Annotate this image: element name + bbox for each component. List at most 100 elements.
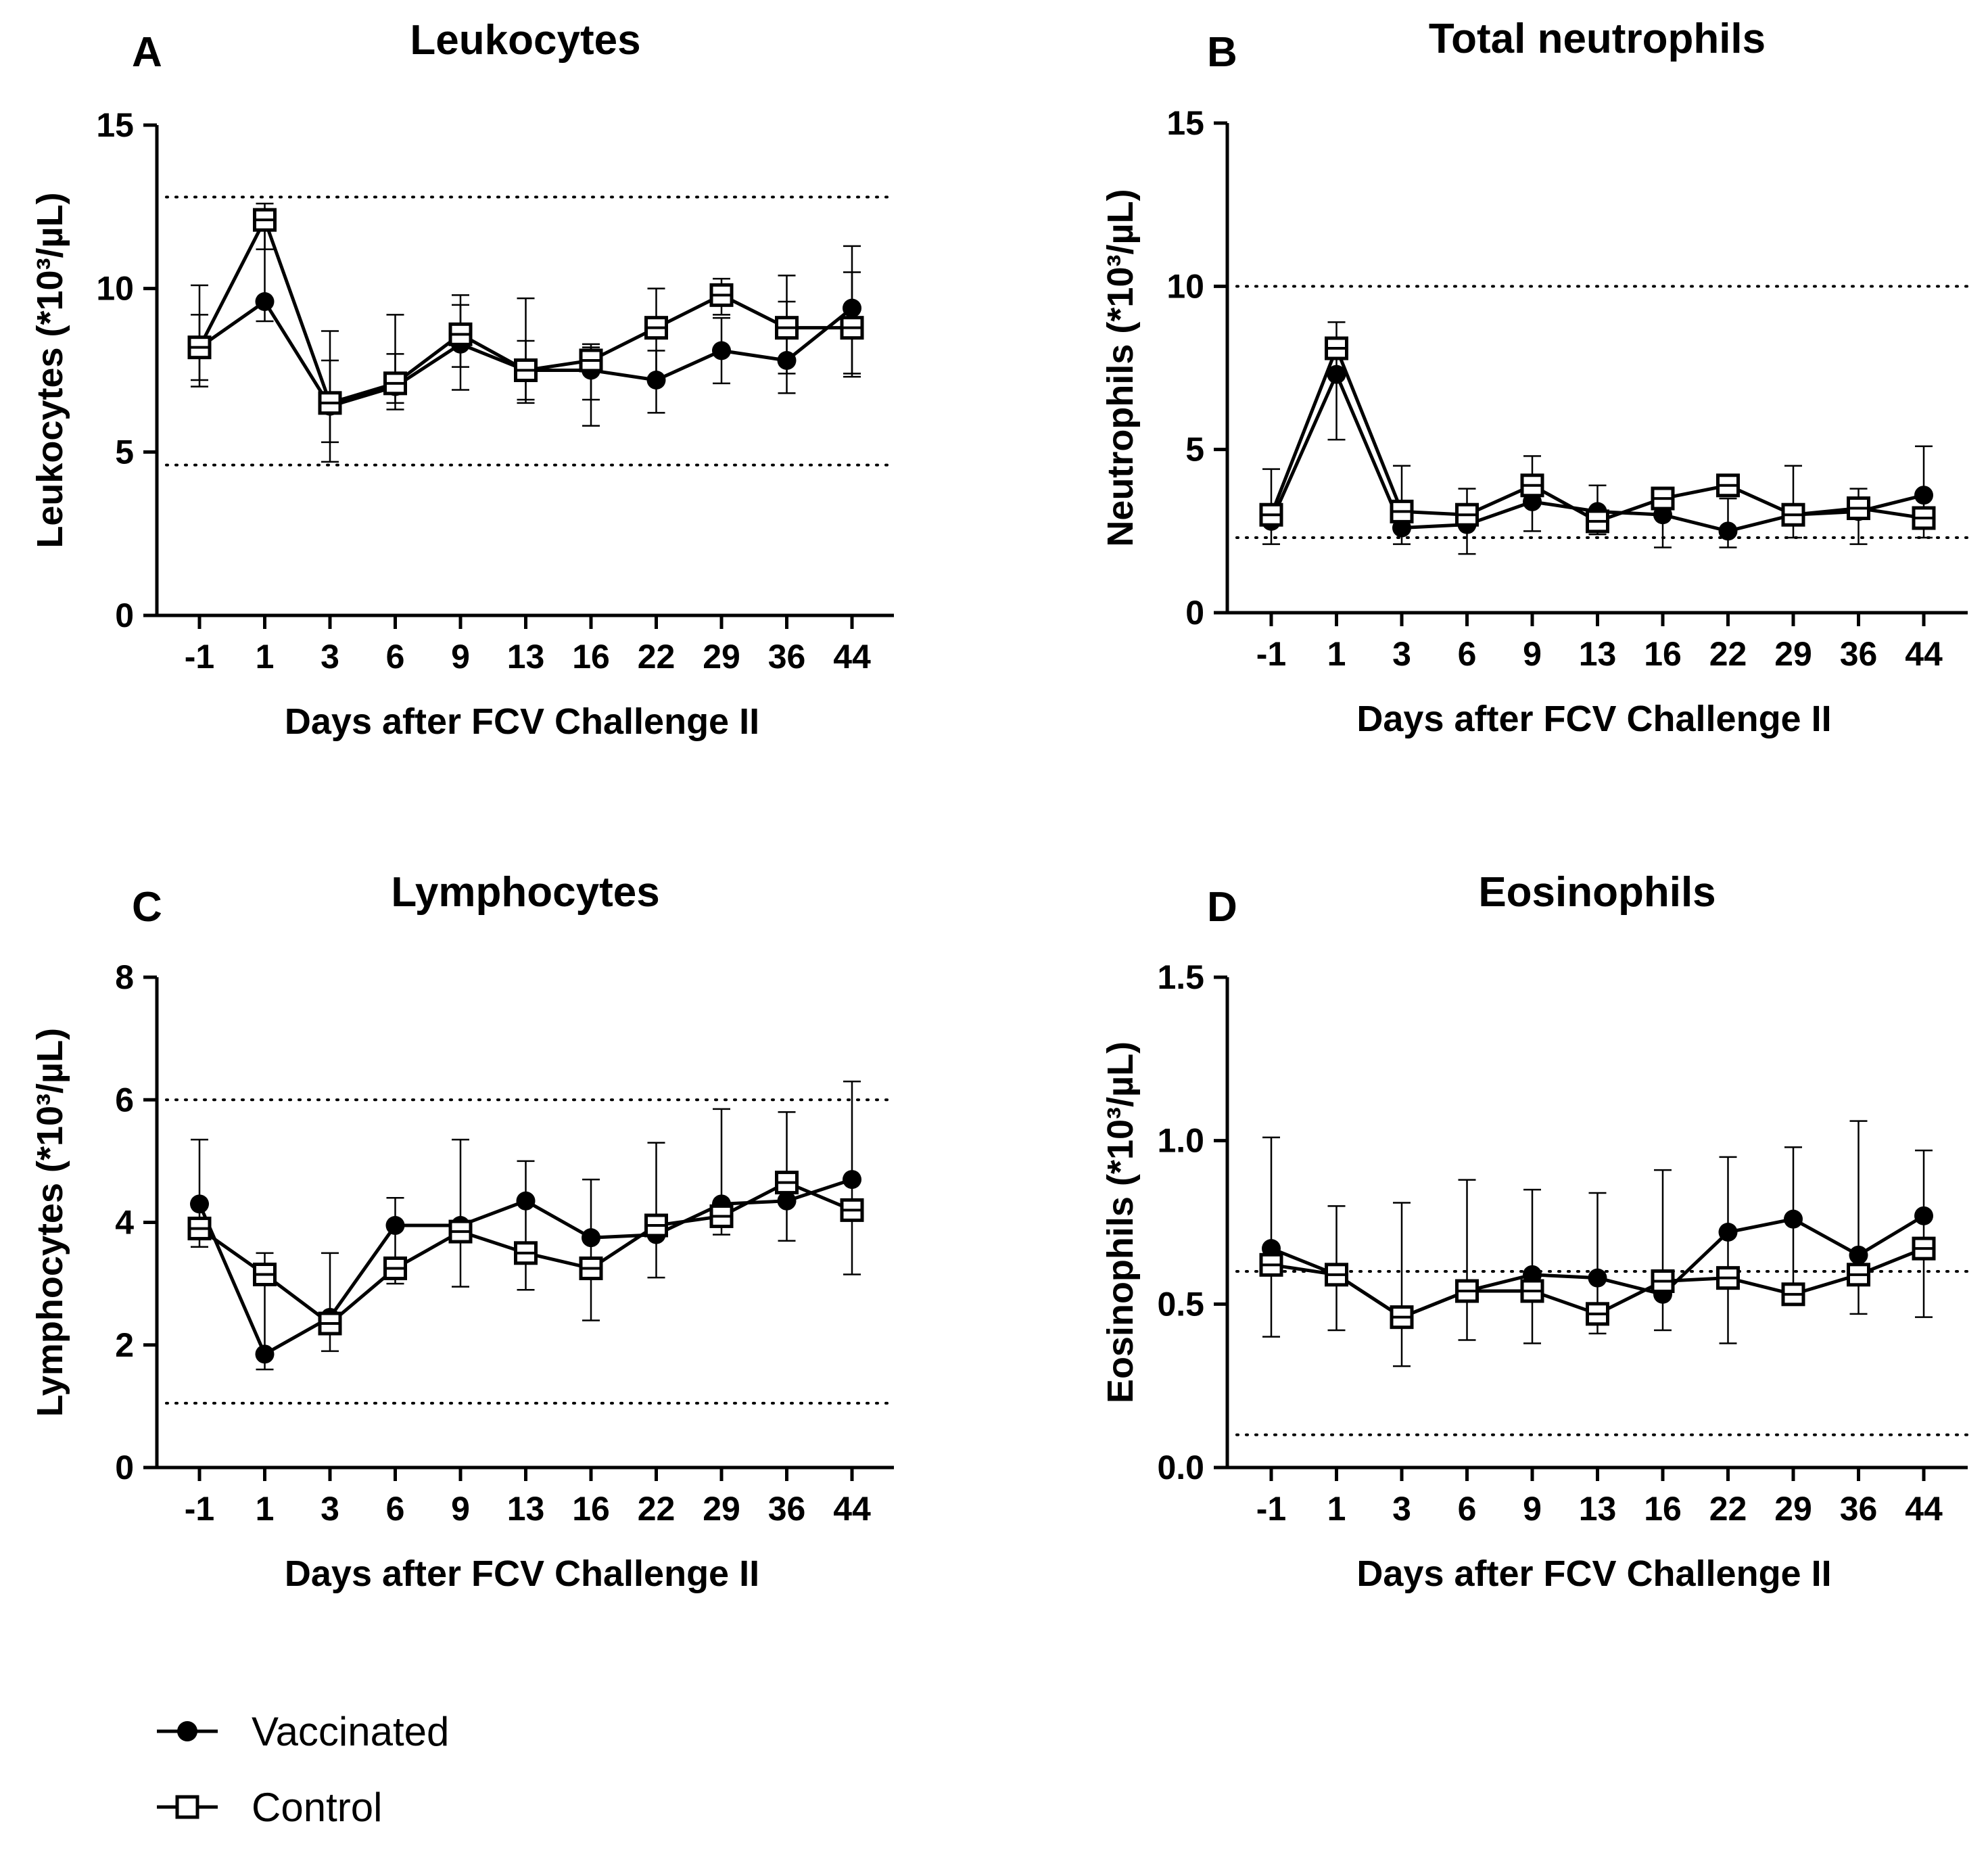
y-tick-label: 5 [1185,431,1204,469]
data-point [1327,365,1346,384]
x-tick-label: 16 [1644,635,1682,673]
y-axis-label: Lymphocytes (*10³/µL) [30,1028,70,1417]
data-point [712,341,731,360]
panel-title: Leukocytes [410,17,640,64]
x-tick-label: 36 [1840,1490,1878,1528]
x-tick-label: 22 [1709,1490,1747,1528]
y-tick-label: 6 [115,1081,134,1119]
panel-letter: D [1207,884,1237,931]
x-tick-label: 29 [703,1490,740,1528]
x-tick-label: 9 [1523,1490,1542,1528]
y-tick-label: 1.0 [1157,1122,1204,1160]
x-tick-label: 6 [1458,1490,1477,1528]
legend-label-control: Control [252,1785,382,1830]
y-tick-label: 1.5 [1157,958,1204,996]
x-tick-label: 3 [321,1490,339,1528]
series-vaccinated [191,1080,861,1371]
panel-title: Lymphocytes [391,869,659,916]
x-tick-label: 3 [321,638,339,676]
legend-marker-filled-circle [177,1721,197,1741]
x-axis-label: Days after FCV Challenge II [285,1553,759,1594]
x-tick-label: 3 [1392,635,1411,673]
y-tick-label: 4 [115,1204,134,1242]
x-tick-label: 1 [1327,1490,1346,1528]
y-tick-label: 5 [115,433,134,471]
x-tick-label: -1 [1256,635,1286,673]
markers-control [187,208,864,415]
y-tick-label: 15 [1166,104,1204,142]
panel-title: Eosinophils [1478,869,1715,916]
x-tick-label: -1 [185,638,214,676]
legend-item-control: Control [157,1785,382,1830]
y-tick-label: 10 [1166,267,1204,305]
x-tick-label: 3 [1392,1490,1411,1528]
y-tick-label: 0 [1185,594,1204,632]
data-point [1849,1245,1868,1265]
x-tick-label: 22 [638,638,676,676]
data-point [777,351,797,370]
x-tick-label: 6 [1458,635,1477,673]
x-axis-label: Days after FCV Challenge II [1356,1553,1831,1594]
data-point [843,1170,861,1190]
x-tick-label: -1 [185,1490,214,1528]
x-tick-label: 44 [833,1490,871,1528]
x-tick-label: 13 [507,638,545,676]
data-point [1914,486,1933,505]
data-point [1718,1223,1738,1242]
data-point [385,1216,405,1236]
markers-control [187,1171,864,1336]
x-tick-label: 6 [386,1490,405,1528]
y-axis-label: Leukocytes (*10³/µL) [30,192,70,548]
y-tick-label: 0.5 [1157,1285,1204,1323]
y-tick-label: 0.0 [1157,1449,1204,1486]
data-point [777,1191,797,1211]
data-point [1718,521,1738,541]
markers-control [1259,1236,1936,1330]
x-tick-label: -1 [1256,1490,1286,1528]
legend: Vaccinated Control [157,1709,449,1830]
x-tick-label: 44 [1905,1490,1943,1528]
x-tick-label: 16 [572,1490,610,1528]
x-tick-label: 1 [256,638,275,676]
legend-label-vaccinated: Vaccinated [252,1709,449,1754]
panel-letter: C [132,884,162,931]
x-tick-label: 22 [638,1490,676,1528]
x-tick-label: 44 [833,638,871,676]
x-tick-label: 36 [768,638,806,676]
x-tick-label: 13 [507,1490,545,1528]
x-tick-label: 6 [386,638,405,676]
x-tick-label: 1 [256,1490,275,1528]
data-point [582,1228,600,1248]
panel-letter: B [1207,29,1237,76]
x-tick-label: 29 [703,638,740,676]
data-point [1784,1209,1803,1229]
data-point [1588,1268,1607,1288]
data-point [1914,1206,1933,1225]
x-tick-label: 13 [1579,1490,1617,1528]
x-tick-label: 16 [572,638,610,676]
y-tick-label: 15 [96,106,134,144]
y-axis-label: Eosinophils (*10³/µL) [1100,1041,1141,1403]
x-tick-label: 36 [1840,635,1878,673]
x-axis-label: Days after FCV Challenge II [1356,699,1831,739]
y-tick-label: 10 [96,270,134,308]
data-point [255,292,275,311]
data-point [516,1191,536,1211]
y-tick-label: 8 [115,958,134,996]
panel-letter: A [132,29,162,76]
data-point [255,1344,275,1364]
x-tick-label: 29 [1774,635,1812,673]
y-tick-label: 0 [115,596,134,634]
x-tick-label: 44 [1905,635,1943,673]
data-point [843,298,861,318]
legend-item-vaccinated: Vaccinated [157,1709,449,1754]
x-tick-label: 13 [1579,635,1617,673]
series-vaccinated [1262,1120,1933,1367]
x-tick-label: 16 [1644,1490,1682,1528]
